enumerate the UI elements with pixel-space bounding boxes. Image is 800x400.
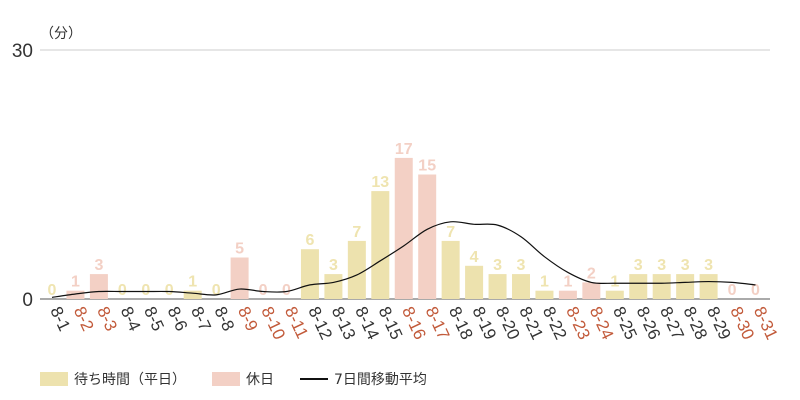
x-tick-label: 8-31 (750, 304, 782, 343)
y-axis: （分） 0 30 (12, 25, 82, 311)
moving-average-line (51, 221, 756, 298)
bar-value-label: 1 (188, 274, 197, 291)
bar-value-label: 1 (540, 274, 549, 291)
legend-swatch-holiday (212, 372, 240, 386)
x-tick-label: 8-2 (70, 304, 98, 334)
bar-value-label: 3 (517, 257, 526, 274)
bar-value-label: 6 (305, 232, 314, 249)
bar (418, 174, 437, 299)
legend-item-moving-average: 7日間移動平均 (300, 369, 427, 389)
bar-value-label: 7 (446, 224, 455, 241)
bar-value-label: 4 (470, 249, 479, 266)
bar (652, 274, 671, 299)
x-tick-label: 8-5 (140, 304, 168, 334)
bar-value-label: 15 (418, 158, 436, 175)
x-tick-label: 8-3 (93, 304, 121, 334)
bar (582, 282, 601, 299)
legend-label-weekday: 待ち時間（平日） (74, 372, 186, 388)
bar (488, 274, 507, 299)
bar (230, 257, 249, 299)
bar-value-label: 13 (371, 174, 389, 191)
bar-value-label: 0 (259, 282, 268, 299)
moving-average-layer (51, 221, 756, 298)
y-tick-label: 30 (12, 41, 33, 62)
bar-value-label: 0 (751, 282, 760, 299)
bar (394, 157, 413, 299)
x-tick-label: 8-4 (117, 304, 145, 334)
bar (676, 274, 695, 299)
bar-value-label: 0 (165, 282, 174, 299)
legend-label-moving-average: 7日間移動平均 (334, 372, 427, 388)
legend-label-holiday: 休日 (246, 372, 274, 388)
bar-value-label: 0 (282, 282, 291, 299)
x-tick-label: 8-9 (234, 304, 262, 334)
bar-value-label: 1 (610, 274, 619, 291)
bar (605, 290, 624, 299)
bar (371, 191, 390, 299)
bar (441, 240, 460, 299)
bar-value-label: 0 (48, 282, 57, 299)
bar-value-label: 1 (71, 274, 80, 291)
legend: 待ち時間（平日） 休日 7日間移動平均 (40, 368, 453, 390)
x-tick-label: 8-1 (46, 304, 74, 334)
bar-value-label: 3 (493, 257, 502, 274)
bar-value-label: 5 (235, 241, 244, 258)
bar-value-label: 3 (634, 257, 643, 274)
legend-swatch-moving-average (300, 378, 328, 380)
bar (183, 290, 202, 299)
bar-value-label: 3 (329, 257, 338, 274)
x-tick-label: 8-8 (211, 304, 239, 334)
unit-label: （分） (40, 25, 82, 41)
bar-value-label: 3 (681, 257, 690, 274)
bars (66, 157, 718, 299)
x-axis-ticks: 8-18-28-38-48-58-68-78-88-98-108-118-128… (46, 304, 781, 343)
legend-item-weekday: 待ち時間（平日） (40, 369, 186, 389)
bar (558, 290, 577, 299)
bar (629, 274, 648, 299)
bar (535, 290, 554, 299)
bar-value-label: 3 (657, 257, 666, 274)
bar (89, 274, 108, 299)
bar (66, 290, 85, 299)
bar-value-label: 0 (212, 282, 221, 299)
bar-value-label: 3 (94, 257, 103, 274)
bar-value-label: 2 (587, 265, 596, 282)
x-tick-label: 8-7 (187, 304, 215, 334)
bar-value-label: 0 (141, 282, 150, 299)
bar (465, 265, 484, 299)
bar-value-label: 7 (352, 224, 361, 241)
bar-value-label: 17 (395, 141, 413, 158)
bar (512, 274, 530, 299)
bar-value-label: 0 (118, 282, 127, 299)
bar (347, 240, 366, 299)
bar (699, 274, 718, 299)
bar-value-label: 0 (728, 282, 737, 299)
y-tick-label: 0 (22, 290, 33, 311)
bar (300, 249, 319, 299)
bar-value-label: 3 (704, 257, 713, 274)
x-tick-label: 8-6 (164, 304, 192, 334)
bar-value-label: 1 (563, 274, 572, 291)
legend-item-holiday: 休日 (212, 369, 274, 389)
bar (324, 274, 343, 299)
legend-swatch-weekday (40, 372, 68, 386)
